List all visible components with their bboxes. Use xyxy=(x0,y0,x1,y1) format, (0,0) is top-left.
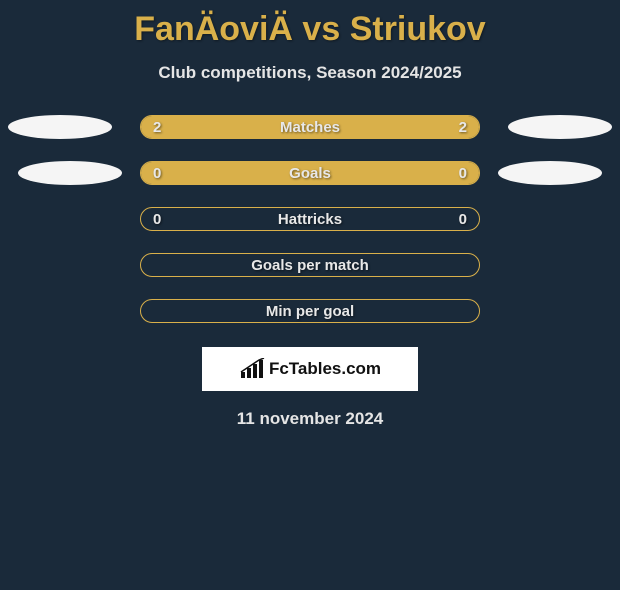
subtitle: Club competitions, Season 2024/2025 xyxy=(0,63,620,83)
logo-box: FcTables.com xyxy=(202,347,418,391)
pill-fill-left xyxy=(141,162,310,184)
stat-pill: 0 0 Hattricks xyxy=(140,207,480,231)
page-title: FanÄoviÄ vs Striukov xyxy=(0,10,620,49)
stat-pill: 2 2 Matches xyxy=(140,115,480,139)
logo-text: FcTables.com xyxy=(269,359,381,379)
date-text: 11 november 2024 xyxy=(0,409,620,429)
player2-ellipse xyxy=(498,161,602,185)
stat-value-left: 0 xyxy=(153,165,161,182)
stat-pill: Min per goal xyxy=(140,299,480,323)
stat-row: Min per goal xyxy=(0,299,620,323)
pill-fill-right xyxy=(310,162,479,184)
stat-label: Matches xyxy=(280,119,340,136)
stat-value-left: 0 xyxy=(153,211,161,228)
player1-ellipse xyxy=(8,115,112,139)
bars-icon xyxy=(239,358,265,380)
vs-separator: vs xyxy=(302,10,340,48)
stat-row: 0 0 Goals xyxy=(0,161,620,185)
player2-ellipse xyxy=(508,115,612,139)
player1-ellipse xyxy=(18,161,122,185)
stat-pill: 0 0 Goals xyxy=(140,161,480,185)
stat-row: 2 2 Matches xyxy=(0,115,620,139)
stat-row: 0 0 Hattricks xyxy=(0,207,620,231)
stat-value-right: 0 xyxy=(459,165,467,182)
stat-label: Goals xyxy=(289,165,331,182)
stat-row: Goals per match xyxy=(0,253,620,277)
stat-pill: Goals per match xyxy=(140,253,480,277)
player2-name: Striukov xyxy=(350,10,486,48)
stats-container: 2 2 Matches 0 0 Goals 0 0 Hattricks Goals per mat… xyxy=(0,115,620,323)
stat-value-right: 0 xyxy=(459,211,467,228)
stat-label: Min per goal xyxy=(266,303,354,320)
stat-label: Goals per match xyxy=(251,257,369,274)
player1-name: FanÄoviÄ xyxy=(134,10,293,48)
stat-value-left: 2 xyxy=(153,119,161,136)
stat-label: Hattricks xyxy=(278,211,342,228)
stat-value-right: 2 xyxy=(459,119,467,136)
